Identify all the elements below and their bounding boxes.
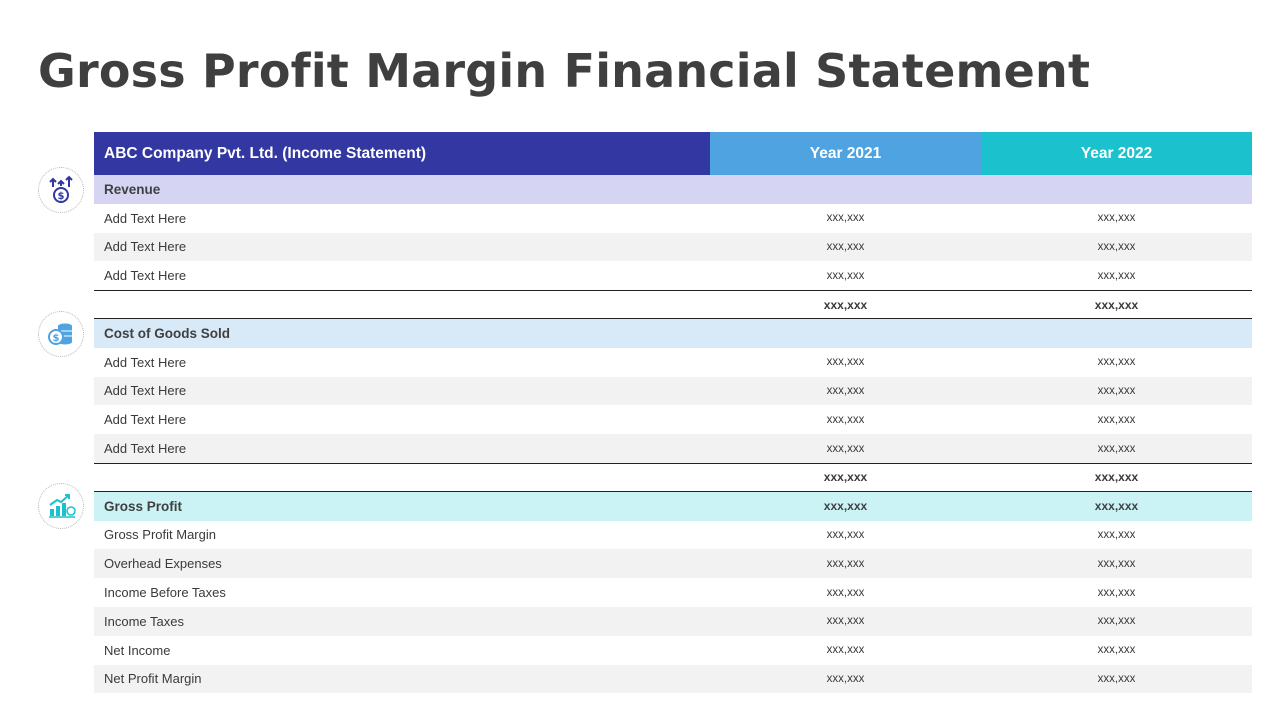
table-row: Overhead Expenses xxx,xxx xxx,xxx [94,549,1252,579]
table-header: ABC Company Pvt. Ltd. (Income Statement)… [94,132,1252,175]
value-2021: xxx,xxx [826,672,865,685]
value-2021: xxx,xxx [826,413,865,426]
value-2021: xxx,xxx [826,615,865,628]
coin-stack-icon: $ [38,311,84,357]
page-title: Gross Profit Margin Financial Statement [38,44,1091,98]
row-label: Add Text Here [104,383,187,399]
table-row: Net Profit Margin xxx,xxx xxx,xxx [94,664,1252,694]
revenue-section-row: Revenue [94,175,1252,204]
value-2021: xxx,xxx [826,269,865,282]
value-2022: xxx,xxx [1097,672,1136,685]
row-label: Gross Profit Margin [104,527,216,543]
value-2021: xxx,xxx [826,212,865,225]
row-label: Overhead Expenses [104,556,222,572]
row-label: Add Text Here [104,210,187,226]
table-row: Add Text Here xxx,xxx xxx,xxx [94,434,1252,463]
table-row: Income Before Taxes xxx,xxx xxx,xxx [94,578,1252,607]
table-row: Add Text Here xxx,xxx xxx,xxx [94,232,1252,262]
row-label: Income Before Taxes [104,585,226,601]
table-row: Add Text Here xxx,xxx xxx,xxx [94,348,1252,377]
value-2021: xxx,xxx [826,240,865,253]
company-header: ABC Company Pvt. Ltd. (Income Statement) [94,132,710,175]
value-2021: xxx,xxx [826,356,865,369]
section-label: Cost of Goods Sold [104,325,230,341]
cogs-section-row: Cost of Goods Sold [94,318,1252,348]
value-2022: xxx,xxx [1097,240,1136,253]
value-2022: xxx,xxx [1097,615,1136,628]
value-2021: xxx,xxx [826,442,865,455]
svg-text:$: $ [58,191,65,202]
row-label: Net Income [104,642,171,658]
row-label: Add Text Here [104,239,187,255]
table-row: Income Taxes xxx,xxx xxx,xxx [94,606,1252,636]
profit-chart-icon [38,483,84,529]
table-row: Add Text Here xxx,xxx xxx,xxx [94,204,1252,233]
row-label: Add Text Here [104,412,187,428]
total-2022: xxx,xxx [1094,297,1139,312]
row-label: Add Text Here [104,354,187,370]
value-2022: xxx,xxx [1097,212,1136,225]
value-2022: xxx,xxx [1097,557,1136,570]
table-row: Net Income xxx,xxx xxx,xxx [94,636,1252,665]
total-2022: xxx,xxx [1094,470,1139,485]
svg-text:$: $ [53,333,60,344]
table-row: Add Text Here xxx,xxx xxx,xxx [94,261,1252,290]
revenue-total-row: xxx,xxx xxx,xxx [94,290,1252,319]
section-label: Gross Profit [104,498,183,514]
table-row: Add Text Here xxx,xxx xxx,xxx [94,405,1252,434]
income-statement-table: ABC Company Pvt. Ltd. (Income Statement)… [94,132,1252,694]
table-row: Gross Profit Margin xxx,xxx xxx,xxx [94,521,1252,550]
section-label: Revenue [104,181,161,197]
value-2021: xxx,xxx [826,557,865,570]
cogs-total-row: xxx,xxx xxx,xxx [94,462,1252,492]
table-row: Add Text Here xxx,xxx xxx,xxx [94,376,1252,406]
row-label: Income Taxes [104,613,184,629]
gross-profit-2021: xxx,xxx [823,499,868,514]
gross-profit-section-row: Gross Profit xxx,xxx xxx,xxx [94,491,1252,521]
value-2022: xxx,xxx [1097,644,1136,657]
total-2021: xxx,xxx [823,297,868,312]
row-label: Net Profit Margin [104,671,202,687]
row-label: Add Text Here [104,441,187,457]
total-2021: xxx,xxx [823,470,868,485]
year-2021-header: Year 2021 [710,132,981,175]
value-2022: xxx,xxx [1097,528,1136,541]
value-2022: xxx,xxx [1097,269,1136,282]
value-2022: xxx,xxx [1097,356,1136,369]
value-2021: xxx,xxx [826,528,865,541]
value-2022: xxx,xxx [1097,413,1136,426]
value-2021: xxx,xxx [826,384,865,397]
value-2021: xxx,xxx [826,644,865,657]
revenue-growth-icon: $ [38,167,84,213]
value-2022: xxx,xxx [1097,586,1136,599]
value-2022: xxx,xxx [1097,384,1136,397]
year-2022-header: Year 2022 [981,132,1252,175]
value-2021: xxx,xxx [826,586,865,599]
row-label: Add Text Here [104,268,187,284]
value-2022: xxx,xxx [1097,442,1136,455]
gross-profit-2022: xxx,xxx [1094,499,1139,514]
